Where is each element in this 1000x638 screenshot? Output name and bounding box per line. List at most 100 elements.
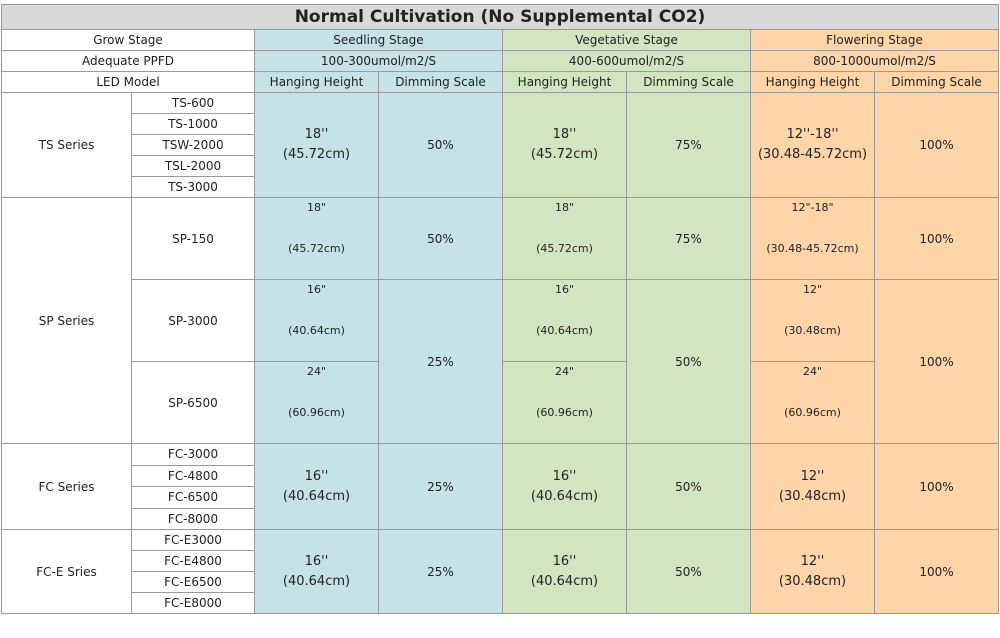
cell-line: 16'' — [304, 553, 329, 569]
ppfd-value: 800-1000umol/m2/S — [749, 50, 1000, 72]
model-name: TS-3000 — [131, 176, 255, 198]
dimming-scale: 25% — [378, 529, 503, 614]
series-name: SP Series — [1, 197, 132, 444]
table-row: FC-E8000 — [2, 592, 999, 614]
table-row: Adequate PPFD 100-300umol/m2/S 400-600umol… — [1, 50, 1000, 72]
series-name: TS Series — [1, 92, 132, 198]
model-name: FC-E4800 — [131, 550, 255, 572]
cell-line: (60.96cm) — [288, 406, 345, 419]
cell-line: (60.96cm) — [784, 406, 841, 419]
cell-line: (30.48cm) — [778, 488, 847, 504]
cell-line: (45.72cm) — [536, 242, 593, 255]
cell-line: 24" — [554, 365, 575, 378]
table-wrap: Normal Cultivation (No Supplemental CO2)… — [0, 4, 1000, 614]
model-name: SP-3000 — [131, 279, 255, 362]
model-name: FC-E6500 — [131, 571, 255, 593]
header-label: Grow Stage — [1, 29, 255, 51]
series-name: FC-E Sries — [1, 529, 132, 614]
hanging-height: 16'' (40.64cm) — [502, 443, 627, 530]
cell-line: 24" — [306, 365, 327, 378]
table-row: TS Series TS-600 18'' (45.72cm) 50% 18'' (45.7… — [1, 92, 1000, 198]
cell-line: 12'' — [800, 468, 825, 484]
table-row: FC Series FC-3000 16'' (40.64cm) 25% 16'' (40.… — [1, 443, 1000, 530]
cell-line: (40.64cm) — [530, 573, 599, 589]
model-name: SP-150 — [131, 197, 255, 280]
header-label: LED Model — [1, 71, 255, 93]
cell-line: (40.64cm) — [536, 324, 593, 337]
cell-line: 16'' — [552, 468, 577, 484]
cell-line: 12'' — [800, 553, 825, 569]
ppfd-value: 400-600umol/m2/S — [502, 50, 751, 72]
stage-header: Flowering Stage — [749, 29, 1000, 51]
cell-line: 24" — [802, 365, 823, 378]
header-label: Adequate PPFD — [1, 50, 255, 72]
table-row: LED Model Hanging Height Dimming Scale Hang… — [1, 71, 1000, 93]
cell-line: 12''-18'' — [786, 127, 839, 142]
hanging-height: 24" (60.96cm) — [254, 361, 379, 444]
cell-line: (40.64cm) — [530, 488, 599, 504]
dimming-scale: 100% — [873, 529, 1000, 614]
table-title: Normal Cultivation (No Supplemental CO2) — [0, 4, 1000, 30]
model-name: FC-4800 — [131, 464, 255, 487]
cell-line: 12"-18" — [791, 201, 834, 214]
table-row: SP-3000 16" (40.64cm) 25% 16" (40.64cm) 50% 12"… — [2, 279, 1000, 444]
model-name: TS-1000 — [131, 113, 255, 135]
cell-line: (30.48cm) — [778, 573, 847, 589]
table-row: FC-6500 — [2, 486, 999, 509]
hanging-height: 16'' (40.64cm) — [254, 529, 379, 614]
cell-line: 16" — [306, 283, 327, 296]
model-name: TSL-2000 — [131, 155, 255, 177]
cell-line: (45.72cm) — [282, 147, 351, 162]
hanging-height: 16'' (40.64cm) — [502, 529, 627, 614]
stage-header: Seedling Stage — [254, 29, 503, 51]
dimming-scale: 100% — [873, 197, 1000, 280]
column-header: Dimming Scale — [873, 71, 1000, 93]
dimming-scale: 75% — [626, 92, 751, 198]
cultivation-table: Normal Cultivation (No Supplemental CO2)… — [0, 4, 1000, 614]
model-name: FC-E8000 — [131, 592, 255, 614]
cell-line: (45.72cm) — [288, 242, 345, 255]
column-header: Hanging Height — [254, 71, 379, 93]
dimming-scale: 50% — [626, 529, 751, 614]
model-name: TS-600 — [131, 92, 255, 114]
cell-line: 18" — [554, 201, 575, 214]
cell-line: (45.72cm) — [530, 147, 599, 162]
model-name: FC-6500 — [131, 486, 255, 509]
hanging-height: 18" (45.72cm) — [254, 197, 379, 280]
table-row: Normal Cultivation (No Supplemental CO2) — [0, 4, 1000, 30]
dimming-scale: 50% — [378, 197, 503, 280]
table-row: FC-4800 — [2, 464, 999, 487]
hanging-height: 16" (40.64cm) — [502, 279, 627, 362]
dimming-scale: 50% — [626, 279, 751, 444]
dimming-scale: 100% — [873, 279, 1000, 444]
hanging-height: 12'' (30.48cm) — [750, 443, 875, 530]
hanging-height: 24" (60.96cm) — [502, 361, 627, 444]
cell-line: (30.48-45.72cm) — [757, 147, 868, 162]
hanging-height: 12'' (30.48cm) — [750, 529, 875, 614]
model-name: SP-6500 — [131, 361, 255, 444]
cell-line: (40.64cm) — [288, 324, 345, 337]
dimming-scale: 50% — [378, 92, 503, 198]
hanging-height: 18'' (45.72cm) — [254, 92, 379, 198]
hanging-height: 18'' (45.72cm) — [502, 92, 627, 198]
model-name: FC-8000 — [131, 507, 255, 530]
dimming-scale: 100% — [873, 92, 1000, 198]
cell-line: (30.48-45.72cm) — [766, 242, 859, 255]
column-header: Dimming Scale — [378, 71, 503, 93]
cell-line: 16'' — [552, 553, 577, 569]
hanging-height: 16'' (40.64cm) — [254, 443, 379, 530]
cell-line: 18" — [306, 201, 327, 214]
hanging-height: 16" (40.64cm) — [254, 279, 379, 362]
dimming-scale: 25% — [378, 279, 503, 444]
column-header: Hanging Height — [502, 71, 627, 93]
hanging-height: 12''-18'' (30.48-45.72cm) — [750, 92, 875, 198]
ppfd-value: 100-300umol/m2/S — [254, 50, 503, 72]
cell-line: 16'' — [304, 468, 329, 484]
table-row: SP-6500 24" (60.96cm) 24" (60.96cm) 24" (60.96… — [2, 361, 999, 444]
dimming-scale: 50% — [626, 443, 751, 530]
cell-line: (30.48cm) — [784, 324, 841, 337]
hanging-height: 18" (45.72cm) — [502, 197, 627, 280]
table-row: Grow Stage Seedling Stage Vegetative Stage… — [1, 29, 1000, 51]
table-row: FC-E Sries FC-E3000 16'' (40.64cm) 25% 16'' (4… — [1, 529, 1000, 614]
